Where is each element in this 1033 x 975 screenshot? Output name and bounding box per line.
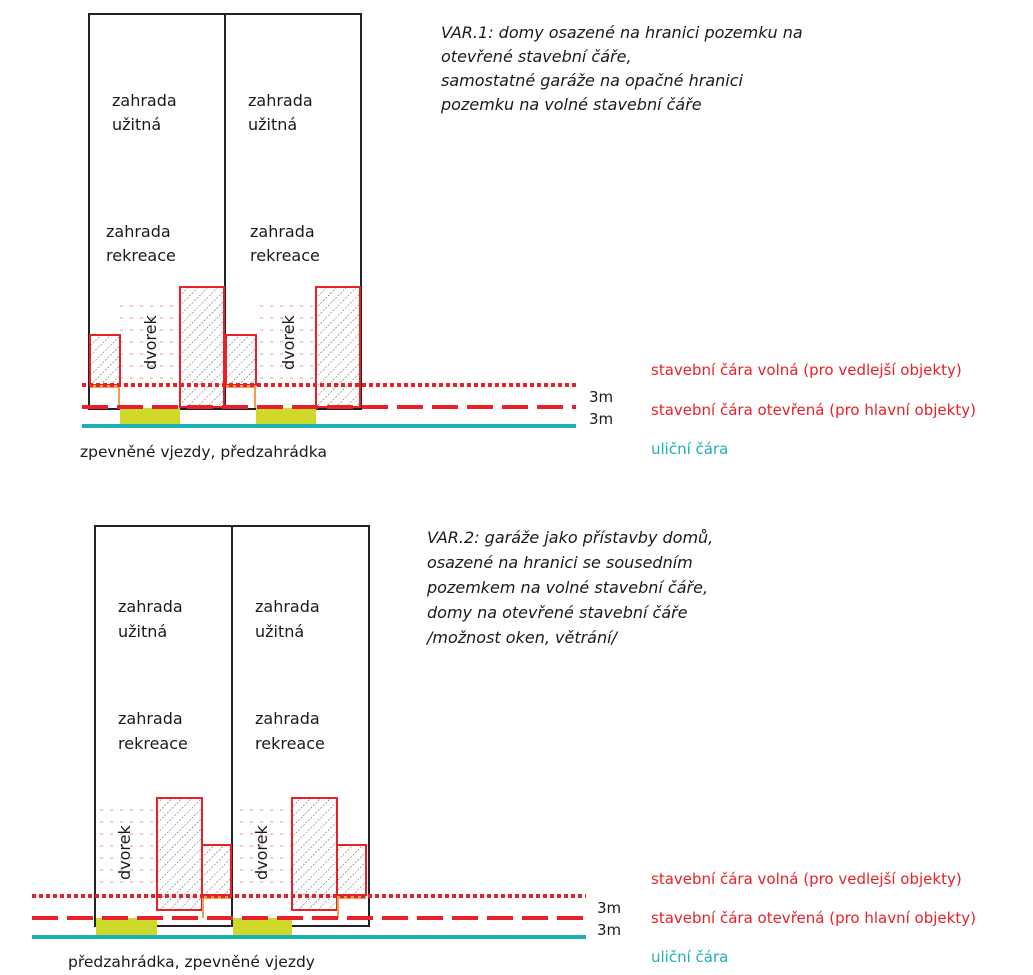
garden-recreation-label: rekreace [118, 734, 188, 753]
variant-description-line: VAR.2: garáže jako přístavby domů, [427, 528, 713, 547]
garden-useful-label: zahrada [248, 91, 313, 110]
dimension-label: 3m [597, 899, 621, 917]
garden-useful-label: zahrada [255, 597, 320, 616]
dimension-label: 3m [589, 410, 613, 428]
variant-description-line: VAR.1: domy osazené na hranici pozemku n… [441, 23, 803, 42]
variant-description-line: otevřené stavební čáře, [441, 47, 632, 66]
garden-recreation-label: rekreace [255, 734, 325, 753]
garden-recreation-label: zahrada [250, 222, 315, 241]
garden-recreation-label: zahrada [255, 709, 320, 728]
legend-free-line: stavební čára volná (pro vedlejší objekt… [651, 361, 962, 379]
garden-recreation-label: rekreace [106, 246, 176, 265]
garden-useful-label: zahrada [112, 91, 177, 110]
garden-recreation-label: zahrada [118, 709, 183, 728]
driveway [256, 408, 316, 425]
orange-strip [337, 896, 366, 899]
courtyard-label: dvorek [279, 315, 298, 370]
legend-street-line: uliční čára [651, 948, 728, 966]
house-building [291, 797, 338, 911]
variant-description-line: osazené na hranici se sousedním [427, 553, 693, 572]
variant-description-line: pozemkem na volné stavební čáře, [426, 578, 708, 597]
garage-extension [201, 844, 232, 896]
courtyard-label: dvorek [115, 825, 134, 880]
variant-2: zahrada užitná zahrada užitná zahrada re… [32, 525, 976, 971]
garden-useful-label: užitná [118, 622, 167, 641]
garden-useful-label: užitná [112, 115, 161, 134]
garden-recreation-label: zahrada [106, 222, 171, 241]
driveway [233, 918, 292, 936]
legend-street-line: uliční čára [651, 440, 728, 458]
ground-caption: předzahrádka, zpevněné vjezdy [68, 953, 315, 971]
driveway [120, 408, 180, 425]
dimension-label: 3m [597, 921, 621, 939]
variant-description-line: pozemku na volné stavební čáře [440, 95, 702, 114]
driveway [96, 918, 157, 936]
dimension-label: 3m [589, 388, 613, 406]
house-building [315, 286, 361, 408]
garden-recreation-label: rekreace [250, 246, 320, 265]
garage-building [225, 334, 257, 386]
plot-outline [231, 525, 370, 927]
house-building [156, 797, 203, 911]
ground-caption: zpevněné vjezdy, předzahrádka [80, 443, 327, 461]
orange-strip [226, 385, 256, 388]
garden-useful-label: zahrada [118, 597, 183, 616]
garden-useful-label: užitná [255, 622, 304, 641]
garden-useful-label: užitná [248, 115, 297, 134]
variant-description-line: /možnost oken, větrání/ [425, 628, 619, 647]
garage-building [89, 334, 121, 386]
variant-1: zahrada užitná zahrada užitná zahrada re… [80, 13, 976, 461]
courtyard-label: dvorek [252, 825, 271, 880]
legend-open-line: stavební čára otevřená (pro hlavní objek… [651, 909, 976, 927]
variant-description-line: domy na otevřené stavební čáře [427, 603, 688, 622]
courtyard-area [120, 298, 178, 386]
courtyard-area [256, 298, 314, 386]
courtyard-area [96, 804, 156, 890]
legend-open-line: stavební čára otevřená (pro hlavní objek… [651, 401, 976, 419]
legend-free-line: stavební čára volná (pro vedlejší objekt… [651, 870, 962, 888]
house-building [179, 286, 225, 408]
courtyard-label: dvorek [141, 315, 160, 370]
courtyard-area [232, 804, 292, 890]
garage-extension [336, 844, 367, 896]
variant-description-line: samostatné garáže na opačné hranici [441, 71, 744, 90]
